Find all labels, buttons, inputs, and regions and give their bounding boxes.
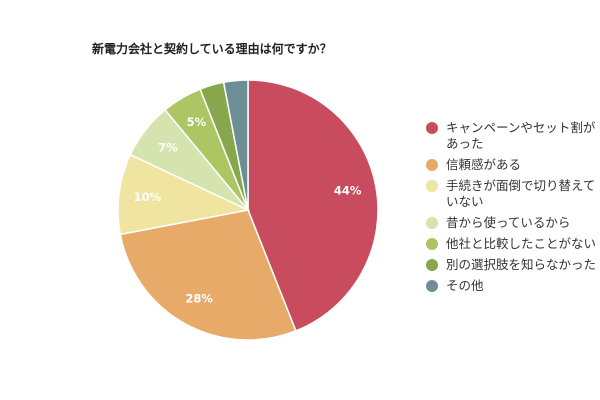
legend-swatch-4 [426, 217, 438, 229]
legend-swatch-7 [426, 280, 438, 292]
legend-swatch-2 [426, 159, 438, 171]
legend-swatch-5 [426, 238, 438, 250]
pie-slice-2 [119, 209, 297, 341]
legend-swatch-6 [426, 259, 438, 271]
legend-item-3[interactable]: 手続きが面倒で切り替えていない [426, 178, 600, 210]
pie-data-label-5: 5% [187, 115, 207, 129]
pie-data-label-1: 44% [334, 183, 362, 197]
legend-item-5[interactable]: 他社と比較したことがない [426, 236, 600, 252]
legend: キャンペーンやセット割があった信頼感がある手続きが面倒で切り替えていない昔から使… [426, 120, 600, 299]
legend-label-4: 昔から使っているから [446, 215, 571, 230]
pie-slice-1 [247, 79, 379, 332]
legend-item-2[interactable]: 信頼感がある [426, 157, 600, 173]
legend-item-4[interactable]: 昔から使っているから [426, 215, 600, 231]
legend-item-6[interactable]: 別の選択肢を知らなかった [426, 257, 600, 273]
pie-slice-3 [117, 153, 251, 236]
legend-label-1: キャンペーンやセット割があった [446, 120, 596, 151]
pie-slice-7 [222, 79, 249, 211]
legend-label-3: 手続きが面倒で切り替えていない [446, 178, 596, 209]
legend-item-1[interactable]: キャンペーンやセット割があった [426, 120, 600, 152]
legend-label-7: その他 [446, 278, 484, 293]
legend-label-6: 別の選択肢を知らなかった [446, 257, 597, 272]
legend-label-5: 他社と比較したことがない [446, 236, 597, 251]
legend-swatch-1 [426, 122, 438, 134]
legend-swatch-3 [426, 180, 438, 192]
pie-data-label-4: 7% [158, 140, 178, 154]
legend-item-7[interactable]: その他 [426, 278, 600, 294]
chart-title: 新電力会社と契約している理由は何ですか？ [92, 42, 332, 56]
pie-data-label-2: 28% [185, 291, 213, 305]
legend-label-2: 信頼感がある [446, 157, 522, 172]
pie-data-label-3: 10% [134, 190, 162, 204]
